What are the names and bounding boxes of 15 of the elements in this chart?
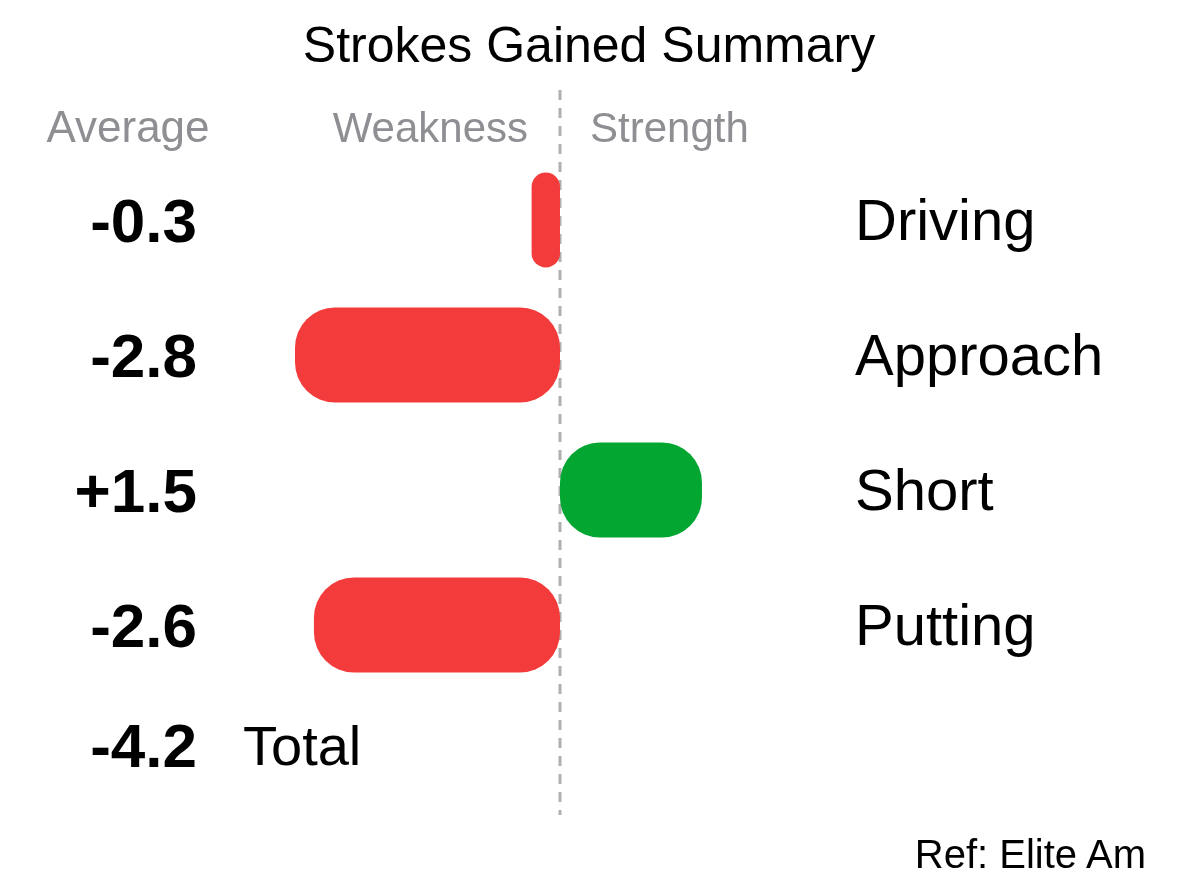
y-tick-label: Short <box>855 457 994 522</box>
data-label: +1.5 <box>74 456 197 525</box>
text: Ref: Elite Am <box>914 832 1146 876</box>
data-label: -2.8 <box>90 321 197 390</box>
data-label: -2.6 <box>90 591 197 660</box>
y-tick-label: Approach <box>855 322 1104 387</box>
text: Weakness <box>332 104 528 151</box>
text: Strength <box>590 104 749 151</box>
data-label: -0.3 <box>90 186 197 255</box>
chart-title: Strokes Gained Summary <box>302 17 876 73</box>
text: -4.2 <box>90 711 197 780</box>
y-tick-label: Putting <box>855 592 1036 657</box>
text: Total <box>243 714 362 777</box>
y-tick-label: Driving <box>855 187 1036 252</box>
text: Average <box>46 102 210 151</box>
